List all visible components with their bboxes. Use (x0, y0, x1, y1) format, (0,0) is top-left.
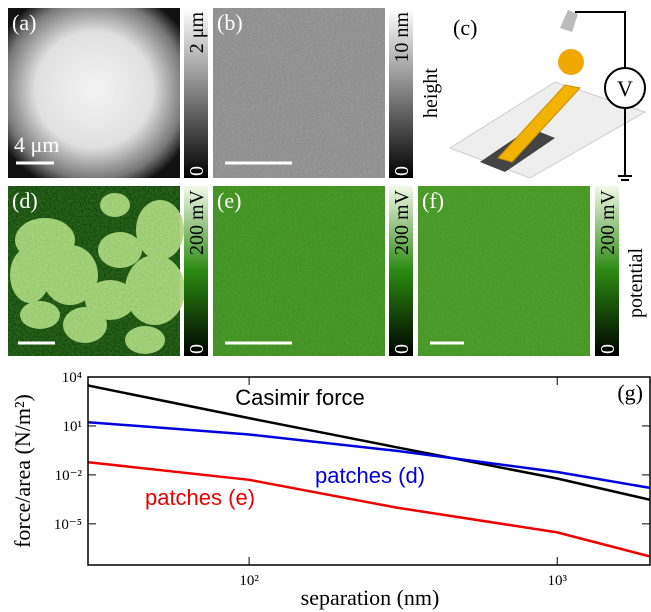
colorbar-min: 0 (391, 166, 413, 176)
panel-label: (a) (12, 10, 36, 35)
panel-label: (e) (217, 188, 241, 213)
tip (560, 10, 578, 32)
colorbar-min: 0 (186, 166, 208, 176)
panel-label: (d) (12, 188, 38, 213)
colorbar-max: 10 nm (391, 12, 413, 63)
y-tick-label: 10⁻² (55, 468, 83, 484)
series-label: patches (d) (315, 463, 425, 488)
panel-c: (c) V (450, 10, 645, 180)
figure: (a) 4 μm 2 μm 0 (b) 10 nm 0 height (c) V… (0, 0, 651, 612)
y-tick-label: 10⁻⁵ (54, 517, 82, 533)
colorbar-min: 0 (391, 344, 413, 354)
panel-d: (d) 200 mV 0 (8, 186, 208, 356)
side-label: potential (625, 248, 647, 318)
y-tick-label: 10¹ (63, 419, 83, 435)
series-label: patches (e) (145, 485, 255, 510)
series-label: Casimir force (235, 385, 365, 410)
chart: separation (nm) force/area (N/m²) (g) 10… (10, 370, 650, 610)
side-label: height (420, 68, 442, 118)
panel-a: (a) 4 μm 2 μm 0 (8, 8, 208, 178)
colorbar-max: 200 mV (186, 189, 208, 255)
sphere (558, 49, 584, 75)
x-tick-label: 10² (239, 573, 259, 589)
scale-label: 4 μm (14, 132, 59, 157)
colorbar-min: 0 (186, 344, 208, 354)
x-axis-label: separation (nm) (301, 585, 440, 610)
meter-label: V (617, 76, 633, 101)
y-tick-label: 10⁴ (62, 370, 82, 386)
panel-f: (f) 200 mV 0 potential (418, 186, 647, 356)
panel-b: (b) 10 nm 0 height (213, 8, 442, 178)
colorbar-min: 0 (597, 344, 619, 354)
panel-label: (c) (453, 15, 477, 40)
panel-label: (g) (617, 380, 643, 405)
colorbar-max: 200 mV (391, 189, 413, 255)
panel-e: (e) 200 mV 0 (213, 186, 413, 356)
y-axis-label: force/area (N/m²) (10, 394, 35, 548)
colorbar-max: 2 μm (186, 12, 208, 54)
panel-label: (b) (217, 10, 243, 35)
panel-label: (f) (422, 188, 444, 213)
colorbar-max: 200 mV (597, 189, 619, 255)
x-tick-label: 10³ (547, 573, 567, 589)
